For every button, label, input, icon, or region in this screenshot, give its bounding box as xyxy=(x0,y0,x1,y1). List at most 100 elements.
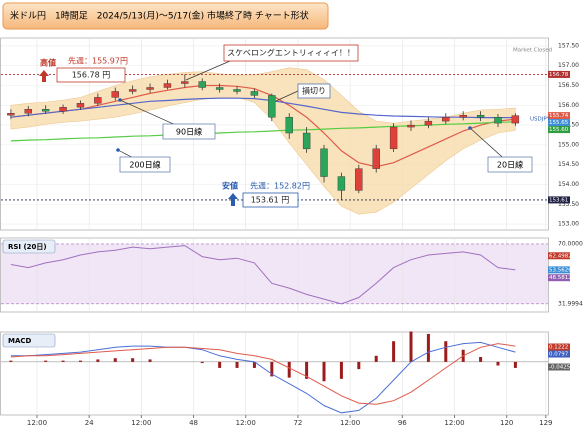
macd-histogram-bar xyxy=(235,361,239,368)
annotation: 高値 xyxy=(40,58,56,68)
annotation: 153.61 円 xyxy=(251,196,290,205)
candle-body xyxy=(24,109,32,114)
callout-label: 200日線 xyxy=(129,160,160,170)
candle-body xyxy=(476,114,485,118)
y-tick-label: 154.50 xyxy=(558,161,579,168)
macd-histogram-bar xyxy=(305,361,309,379)
annotation: 先週：155.97円 xyxy=(68,56,128,66)
price-tag-label: 153.61 xyxy=(549,197,568,203)
x-tick-label: 12:00 xyxy=(131,419,151,427)
candle-body xyxy=(372,148,380,169)
price-tag xyxy=(548,119,570,127)
annotation: 安値 xyxy=(222,181,238,191)
macd-histogram-bar xyxy=(322,361,326,382)
candle-body xyxy=(215,87,224,90)
candle-body xyxy=(407,124,415,128)
candle-body xyxy=(337,176,346,191)
y-tick-label: 156.50 xyxy=(558,82,579,89)
candle-body xyxy=(320,148,328,177)
x-tick-label: 24 xyxy=(85,419,94,427)
price-tag-label: 53.5626 xyxy=(549,267,572,273)
candle-body xyxy=(111,91,119,98)
panel-frame xyxy=(0,331,549,416)
x-tick-label: 12:00 xyxy=(340,419,360,427)
price-tag-label: 155.60 xyxy=(549,127,569,133)
moving-average-line xyxy=(10,97,516,119)
callout-dot xyxy=(468,126,472,130)
macd-histogram-bar xyxy=(496,361,500,366)
macd-histogram-bar xyxy=(339,361,343,379)
annotation: USDJPY xyxy=(530,117,551,123)
y-tick-label: 157.50 xyxy=(558,42,579,49)
price-tag xyxy=(548,274,570,282)
annotation-box xyxy=(297,83,331,99)
macd-histogram-bar xyxy=(78,360,82,362)
x-tick-label: 48 xyxy=(189,419,198,427)
y-tick-label: 153.50 xyxy=(558,201,579,208)
macd-histogram-bar xyxy=(252,361,256,368)
panel-title-box xyxy=(2,333,56,348)
callout-label: 20日線 xyxy=(497,160,523,170)
price-tag xyxy=(548,343,570,351)
candle-body xyxy=(41,109,50,112)
macd-histogram-bar xyxy=(287,361,291,378)
annotation: 損切り xyxy=(302,86,326,96)
macd-histogram-bar xyxy=(479,356,483,362)
candle-body xyxy=(442,116,450,122)
candle-body xyxy=(355,168,363,191)
macd-histogram-bar xyxy=(61,360,65,362)
macd-line xyxy=(10,341,516,414)
macd-histogram-bar xyxy=(374,355,378,362)
callout-box xyxy=(119,156,171,173)
candle-body xyxy=(424,120,433,126)
macd-histogram-bar xyxy=(218,361,222,368)
rsi-line xyxy=(10,245,516,305)
arrow-up-red xyxy=(39,70,49,82)
panel-title-box xyxy=(2,239,56,254)
callout-label: 90日線 xyxy=(176,127,202,137)
macd-line xyxy=(10,343,516,405)
price-tag-label: -0.0425 xyxy=(549,365,571,371)
candle-body xyxy=(302,132,311,150)
annotation-leader xyxy=(185,60,231,81)
x-tick-label: 12:00 xyxy=(444,419,464,427)
x-tick-label: 129 xyxy=(539,419,552,427)
price-tag xyxy=(548,70,570,78)
candle-body xyxy=(94,97,102,104)
panel-title: MACD xyxy=(8,337,32,345)
candle-body xyxy=(128,89,137,92)
price-tag xyxy=(548,266,570,274)
macd-histogram-bar xyxy=(148,359,152,362)
price-tag-label: 0.1222 xyxy=(549,345,568,351)
bollinger-band xyxy=(10,67,516,215)
candle-body xyxy=(76,103,85,108)
y-tick-label: 154.00 xyxy=(558,181,579,188)
candle-body xyxy=(163,83,172,88)
candle-body xyxy=(285,116,293,134)
candle-body xyxy=(233,89,241,92)
macd-histogram-bar xyxy=(357,361,361,370)
price-tag-label: 48.5812 xyxy=(549,275,572,281)
macd-histogram-bar xyxy=(392,341,396,362)
callout-box xyxy=(487,156,533,173)
title-box xyxy=(2,2,329,30)
price-tag xyxy=(548,196,570,204)
macd-histogram-bar xyxy=(44,360,48,362)
y-tick-label: 157.00 xyxy=(558,62,579,69)
macd-histogram-bar xyxy=(96,359,100,362)
macd-histogram-bar xyxy=(513,361,517,368)
candle-body xyxy=(181,81,189,84)
x-tick-label: 96 xyxy=(398,419,407,427)
price-tag-label: 62.4982 xyxy=(549,253,572,259)
candle-body xyxy=(268,95,276,118)
macd-histogram-bar xyxy=(113,358,117,362)
price-tag xyxy=(548,252,570,260)
annotation-box xyxy=(223,44,359,62)
panel-title: RSI (20日) xyxy=(8,243,47,251)
y-tick-label: 153.00 xyxy=(558,221,579,228)
y-tick-label: 155.00 xyxy=(558,141,579,148)
rsi-zone xyxy=(1,243,548,304)
macd-histogram-bar xyxy=(426,333,430,362)
callout-dot xyxy=(118,98,122,102)
